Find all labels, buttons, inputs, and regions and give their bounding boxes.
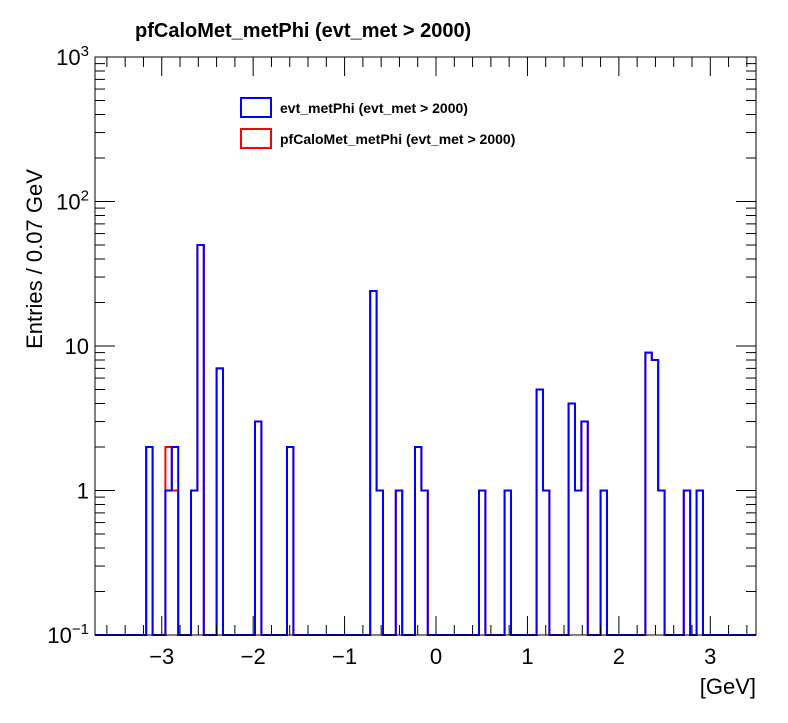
y-tick-label: 10 [65,334,89,359]
series-layer [95,244,756,636]
legend-swatch-pfcalomet-metphi [240,128,272,149]
legend: evt_metPhi (evt_met > 2000) pfCaloMet_me… [240,97,515,149]
y-tick-label: 103 [56,43,89,70]
legend-label-pfcalomet-metphi: pfCaloMet_metPhi (evt_met > 2000) [280,131,515,147]
x-tick-label: −3 [149,644,174,669]
legend-swatch-evt-metphi [240,97,272,118]
x-axis-title: [GeV] [700,674,756,699]
y-axis-title: Entries / 0.07 GeV [22,169,47,349]
y-tick-label: 10−1 [47,621,89,648]
y-tick-label: 1 [77,479,89,504]
x-tick-label: 3 [704,644,716,669]
series-0 [95,244,756,636]
x-tick-label: 2 [613,644,625,669]
x-tick-label: −2 [241,644,266,669]
chart-title: pfCaloMet_metPhi (evt_met > 2000) [135,20,471,42]
y-tick-label: 102 [56,188,89,215]
series-outline-0 [95,244,756,636]
x-tick-labels: −3 −2 −1 0 1 2 3 [149,644,716,669]
x-tick-label: −1 [332,644,357,669]
axis-ticks [95,56,756,636]
x-tick-label: 0 [430,644,442,669]
x-tick-label: 1 [521,644,533,669]
legend-label-evt-metphi: evt_metPhi (evt_met > 2000) [280,100,468,116]
